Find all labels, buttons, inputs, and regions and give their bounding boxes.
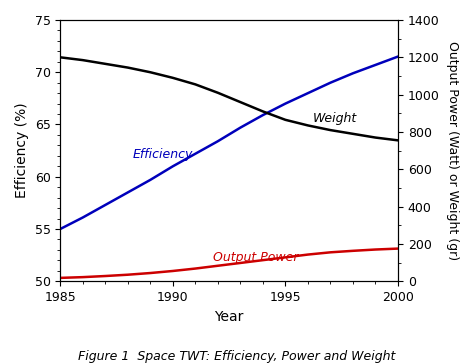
Text: Figure 1  Space TWT: Efficiency, Power and Weight: Figure 1 Space TWT: Efficiency, Power an… — [78, 351, 396, 363]
Text: Weight: Weight — [312, 112, 356, 126]
Text: Efficiency: Efficiency — [132, 148, 193, 161]
Y-axis label: Efficiency (%): Efficiency (%) — [15, 103, 29, 198]
Text: Output Power: Output Power — [213, 252, 299, 264]
X-axis label: Year: Year — [214, 309, 244, 324]
Y-axis label: Output Power (Watt) or Weight (gr): Output Power (Watt) or Weight (gr) — [446, 41, 459, 260]
